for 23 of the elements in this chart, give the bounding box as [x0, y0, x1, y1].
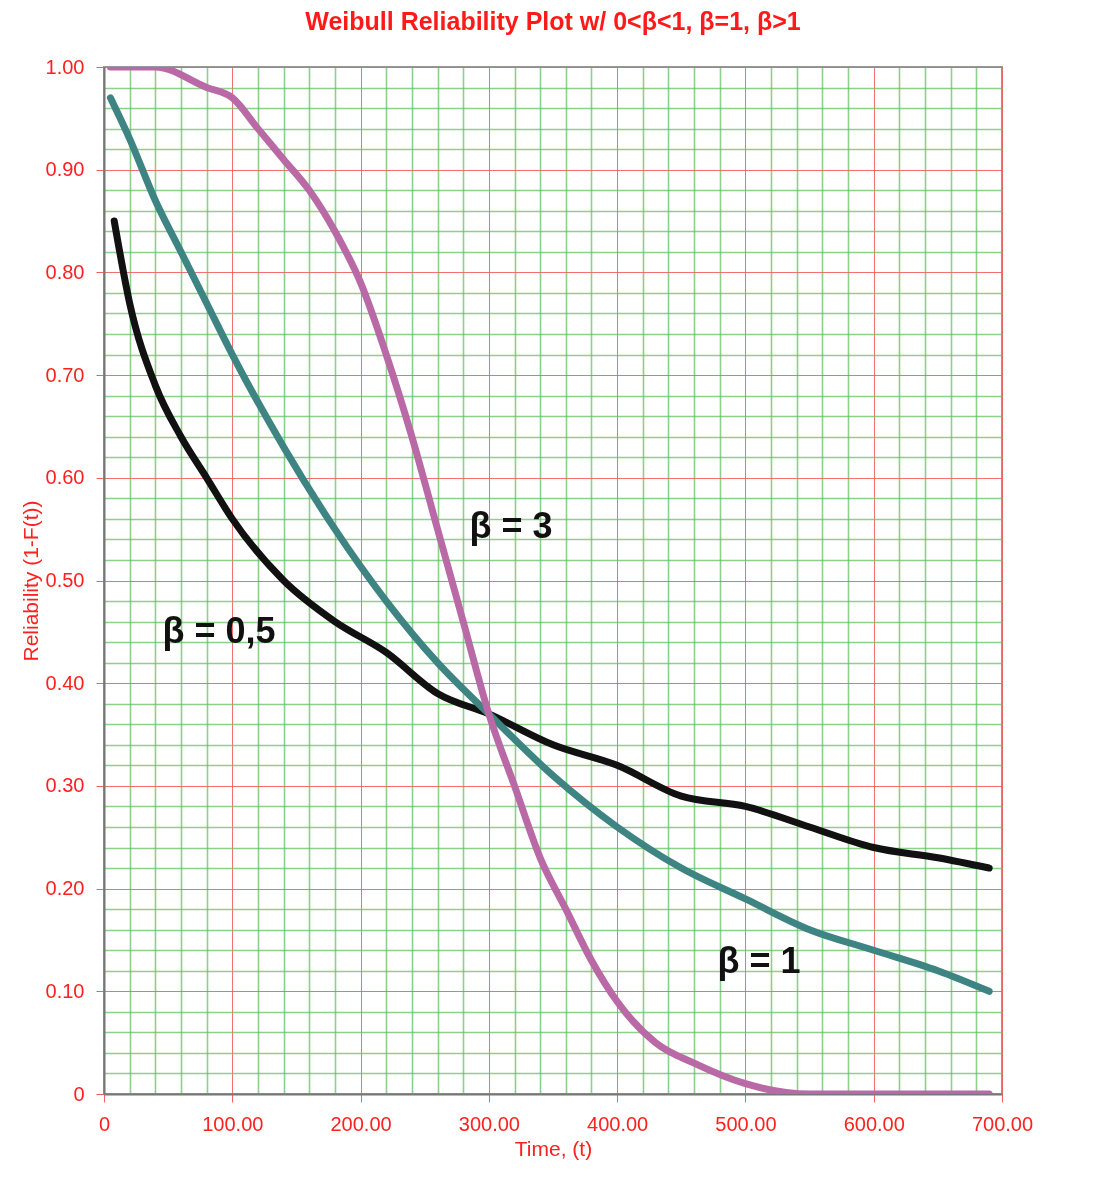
annotation: β = 1 — [717, 940, 801, 981]
x-tick-label: 600.00 — [843, 1112, 905, 1135]
x-tick-label: 300.00 — [458, 1112, 520, 1135]
y-tick-label: 0.40 — [45, 671, 85, 694]
y-tick-label: 0.20 — [45, 877, 85, 900]
x-tick-label: 0 — [98, 1112, 111, 1135]
x-tick-label: 100.00 — [202, 1112, 264, 1135]
y-tick-label: 0.70 — [45, 363, 85, 386]
y-tick-label: 0.30 — [45, 774, 85, 797]
x-tick-label: 700.00 — [971, 1112, 1034, 1135]
y-tick-label: 0.80 — [45, 260, 85, 283]
x-tick-label: 500.00 — [715, 1112, 777, 1135]
y-tick-label: 0.10 — [45, 979, 85, 1002]
y-axis-title: Reliability (1-F(t)) — [18, 500, 42, 662]
chart-title: Weibull Reliability Plot w/ 0<β<1, β=1, β>1 — [305, 7, 801, 35]
y-tick-label: 0.60 — [45, 466, 85, 489]
y-tick-label: 0.90 — [45, 158, 85, 181]
y-tick-label: 1.00 — [45, 55, 85, 78]
y-tick-label: 0.50 — [45, 569, 85, 591]
x-tick-label: 400.00 — [587, 1112, 649, 1135]
y-tick-label: 0 — [73, 1082, 85, 1105]
x-axis-title: Time, (t) — [514, 1136, 593, 1160]
x-tick-label: 200.00 — [330, 1112, 392, 1135]
